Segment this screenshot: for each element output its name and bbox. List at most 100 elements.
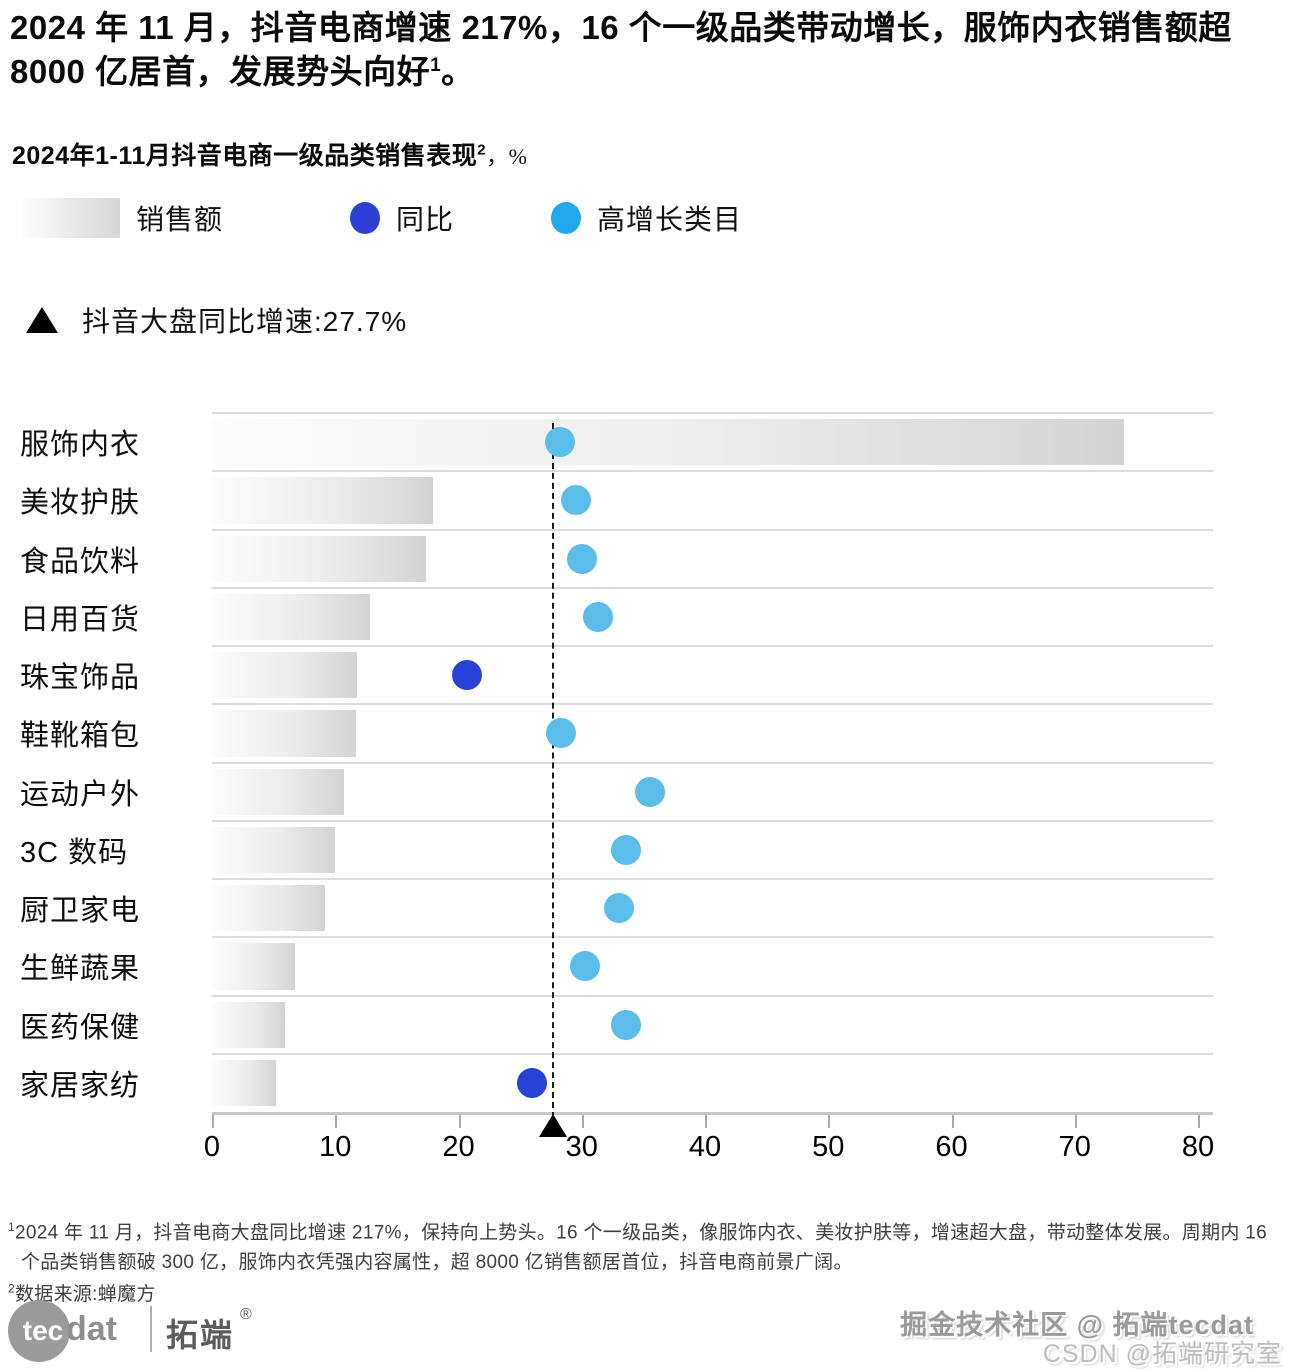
registered-mark-icon: ®: [240, 1306, 252, 1323]
row-gridline: [212, 586, 1213, 589]
legend-label-sales: 销售额: [136, 204, 224, 235]
footnote-2-marker: 2: [8, 1281, 15, 1296]
x-tick: [581, 1115, 584, 1128]
chart-title-footnote-marker: 2: [477, 141, 487, 159]
high-growth-dot-icon: [551, 202, 581, 234]
row-gridline: [212, 412, 1213, 414]
sales-bar: [212, 477, 433, 524]
row-gridline: [212, 1052, 1213, 1055]
yoy-dot: [582, 601, 613, 632]
tecdat-logo: tec dat 拓端 ®: [8, 1298, 268, 1364]
category-label: 珠宝饰品: [20, 662, 141, 695]
category-label: 运动户外: [20, 778, 141, 811]
legend-item-yoy: 同比: [350, 196, 454, 240]
legend-label-yoy: 同比: [396, 204, 455, 235]
logo-circle-icon: [8, 1300, 70, 1362]
yoy-dot: [611, 1009, 642, 1040]
benchmark-line: [552, 423, 555, 1128]
row-gridline: [212, 819, 1213, 822]
sales-bar: [212, 943, 295, 990]
category-label: 生鲜蔬果: [20, 953, 141, 986]
category-label: 食品饮料: [20, 545, 141, 578]
plot-area: 0 10 20 30 40 50 60 70 80: [204, 412, 1216, 1163]
yoy-dot-icon: [350, 202, 380, 234]
x-tick-label: 60: [935, 1131, 968, 1163]
footnotes: 12024 年 11 月，抖音电商大盘同比增速 217%，保持向上势头。16 个…: [8, 1218, 1282, 1306]
footnote-1: 12024 年 11 月，抖音电商大盘同比增速 217%，保持向上势头。16 个…: [8, 1218, 1282, 1277]
row-gridline: [212, 936, 1213, 939]
yoy-dot: [517, 1067, 548, 1098]
footnote-2: 2数据来源:蝉魔方: [8, 1279, 1282, 1306]
x-tick: [458, 1115, 461, 1128]
logo-text-cn: 拓端: [166, 1317, 235, 1353]
x-tick: [1198, 1115, 1200, 1128]
footnote-1-marker: 1: [8, 1220, 15, 1234]
category-label: 日用百货: [20, 603, 141, 636]
logo-text-tec: tec: [22, 1315, 64, 1346]
sales-bar: [212, 652, 358, 699]
logo-text-dat: dat: [66, 1310, 117, 1348]
page-title: 2024 年 11 月，抖音电商增速 217%，16 个一级品类带动增长，服饰内…: [10, 6, 1282, 93]
x-tick-label: 40: [688, 1131, 722, 1163]
category-label: 厨卫家电: [20, 895, 141, 928]
sales-bar: [212, 593, 370, 640]
sales-bar: [212, 535, 427, 582]
x-tick-label: 20: [442, 1131, 475, 1163]
x-axis-line: [212, 1112, 1213, 1115]
watermark-juejin: 掘金技术社区 @ 拓端tecdat: [900, 1310, 1254, 1340]
category-label: 医药保健: [20, 1011, 141, 1044]
benchmark-label: 抖音大盘同比增速:27.7%: [82, 306, 408, 337]
row-gridline: [212, 703, 1213, 706]
triangle-marker-icon: [26, 307, 58, 333]
sales-bar: [212, 1059, 277, 1106]
x-tick: [1074, 1115, 1077, 1128]
row-gridline: [212, 528, 1213, 531]
sales-bar: [212, 710, 357, 757]
sales-bar: [212, 768, 344, 815]
yoy-dot: [452, 660, 483, 691]
sales-bar: [212, 885, 326, 932]
x-tick-label: 30: [565, 1131, 598, 1163]
x-tick: [951, 1115, 954, 1128]
x-tick: [828, 1115, 831, 1128]
sales-bar: [212, 1001, 285, 1048]
page-title-suffix: 。: [441, 52, 475, 90]
row-gridline: [212, 878, 1213, 880]
chart-title-unit: ，%: [486, 144, 528, 169]
benchmark-triangle-icon: [539, 1114, 568, 1137]
category-label: 服饰内衣: [20, 429, 141, 462]
row-gridline: [212, 994, 1213, 997]
sales-bar: [212, 419, 1125, 466]
legend-item-high-growth: 高增长类目: [551, 196, 742, 240]
yoy-dot: [566, 543, 597, 574]
x-tick-label: 80: [1181, 1131, 1215, 1163]
x-tick-label: 50: [812, 1131, 845, 1163]
chart-title: 2024年1-11月抖音电商一级品类销售表现2，%: [12, 136, 1112, 172]
yoy-dot: [545, 718, 576, 749]
yoy-dot: [544, 427, 575, 458]
x-tick: [335, 1115, 338, 1128]
x-tick-label: 10: [319, 1131, 352, 1163]
yoy-dot: [611, 834, 642, 865]
row-gridline: [212, 645, 1213, 647]
watermark-csdn: CSDN @拓端研究室: [1042, 1340, 1282, 1368]
bar-chart: 0 10 20 30 40 50 60 70 80 服饰内衣 美妆护肤 食品饮料 日用百货 珠宝饰品 鞋靴…: [0, 412, 1290, 1173]
yoy-dot: [634, 776, 665, 807]
x-tick-label: 0: [203, 1131, 221, 1163]
category-label: 家居家纺: [20, 1069, 141, 1102]
page-title-text: 2024 年 11 月，抖音电商增速 217%，16 个一级品类带动增长，服饰内…: [10, 9, 1232, 90]
category-label: 美妆护肤: [20, 487, 141, 520]
page-title-footnote-marker: 1: [430, 54, 442, 76]
sales-bar: [212, 826, 336, 873]
chart-legend: 销售额 同比 高增长类目: [0, 196, 1000, 242]
yoy-dot: [570, 951, 601, 982]
logo-divider: [150, 1306, 152, 1352]
x-tick: [212, 1115, 214, 1128]
row-gridline: [212, 470, 1213, 473]
chart-title-text: 2024年1-11月抖音电商一级品类销售表现: [12, 142, 478, 170]
category-label: 3C 数码: [20, 836, 129, 869]
benchmark-legend: 抖音大盘同比增速:27.7%: [26, 300, 407, 340]
legend-label-high-growth: 高增长类目: [597, 204, 743, 235]
yoy-dot: [603, 893, 634, 924]
